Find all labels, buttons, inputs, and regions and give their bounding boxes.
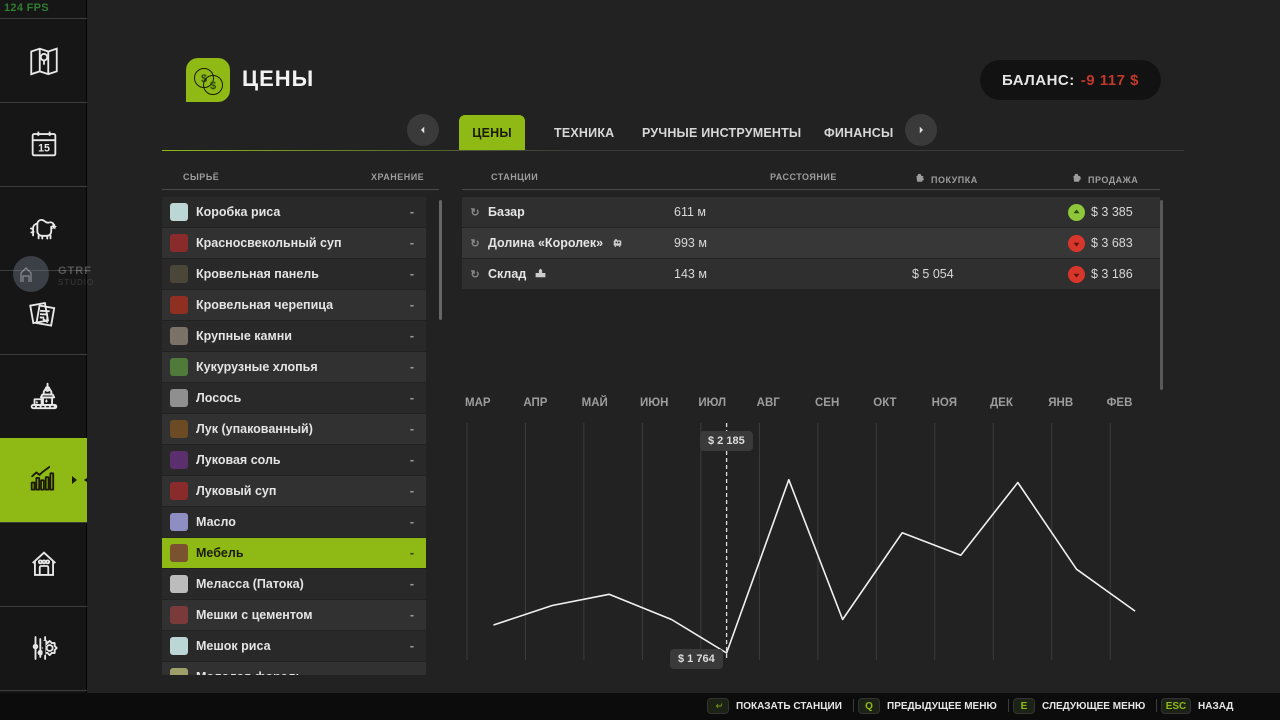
svg-text:$: $: [210, 80, 216, 92]
svg-text:15: 15: [38, 143, 50, 155]
